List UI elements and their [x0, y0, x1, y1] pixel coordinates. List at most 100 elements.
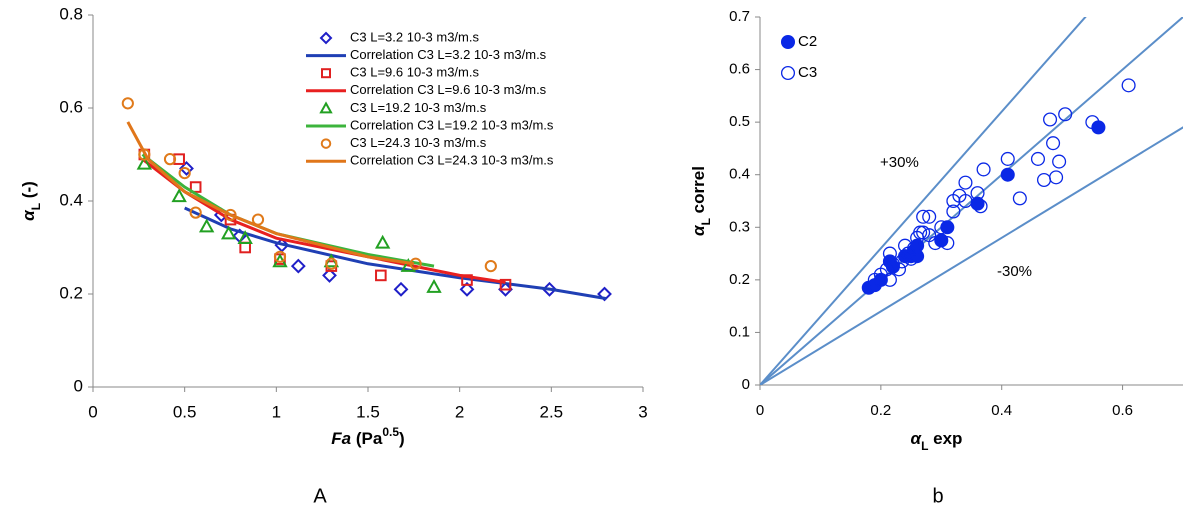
point: [1058, 107, 1073, 122]
point: [934, 220, 949, 235]
legend-label: Correlation C3 L=19.2 10-3 m3/m.s: [350, 117, 554, 132]
axis-title-part: exp: [928, 429, 962, 448]
point: [970, 186, 985, 201]
point: [882, 246, 897, 261]
x-tick-label: 0: [88, 402, 97, 421]
y-tick-label: 0: [74, 376, 83, 395]
axis-title-part: L: [921, 439, 928, 453]
point: [163, 153, 177, 166]
legend-label: C3 L=24.3 10-3 m3/m.s: [350, 135, 487, 150]
point: [922, 209, 937, 224]
panel-label: b: [932, 485, 943, 507]
x-tick-label: 2.5: [540, 402, 564, 421]
y-tick-label: 0.1: [729, 323, 750, 340]
point: [907, 241, 922, 256]
point: [1043, 112, 1058, 127]
reference-line: [760, 126, 1183, 385]
point: [1030, 151, 1045, 166]
axis-title-part: 0.5: [382, 425, 399, 439]
point: [189, 181, 202, 193]
point: [958, 175, 973, 190]
point: [426, 278, 442, 293]
point: [273, 250, 287, 263]
legend-swatch: [320, 138, 332, 149]
y-tick-label: 0: [742, 376, 750, 393]
point: [323, 253, 340, 268]
legend-label: C3 L=9.6 10-3 m3/m.s: [350, 65, 479, 80]
annotation: -30%: [997, 263, 1032, 280]
point: [178, 167, 191, 180]
point: [916, 209, 931, 224]
y-tick-label: 0.8: [59, 4, 83, 23]
point: [1046, 136, 1061, 151]
axis-title-part: α: [19, 209, 38, 221]
series-line: [141, 157, 506, 284]
legend-label: C3: [798, 64, 817, 81]
point: [224, 208, 237, 222]
point: [1052, 154, 1067, 169]
point: [1000, 167, 1015, 182]
point: [499, 278, 512, 291]
point: [459, 281, 475, 297]
point: [239, 241, 251, 254]
point: [375, 269, 387, 282]
x-tick-label: 1: [272, 402, 281, 421]
legend-swatch: [319, 101, 333, 114]
point: [904, 251, 919, 266]
plot-area: [121, 97, 612, 302]
x-tick-label: 0.5: [173, 402, 197, 421]
axis-title-part: (-): [19, 181, 38, 203]
point: [1000, 151, 1015, 166]
plot-area: [760, 17, 1183, 385]
legend-swatch: [780, 34, 796, 50]
point: [393, 281, 409, 297]
point: [1036, 172, 1052, 187]
point: [290, 258, 306, 274]
point: [325, 257, 338, 270]
y-tick-label: 0.2: [729, 271, 750, 288]
y-tick-label: 0.5: [729, 113, 750, 130]
y-tick-label: 0.4: [59, 190, 83, 209]
point: [882, 272, 897, 287]
point: [1085, 115, 1100, 130]
legend-label: Correlation C3 L=3.2 10-3 m3/m.s: [350, 47, 547, 62]
axis-title-part: correl: [689, 166, 708, 218]
axis-title-part: L: [29, 203, 43, 210]
x-tick-label: 0: [756, 402, 764, 419]
x-tick-label: 2: [455, 402, 464, 421]
point: [198, 218, 215, 233]
axis-title: αL exp: [911, 429, 963, 453]
point: [220, 225, 237, 240]
x-tick-label: 0.4: [991, 402, 1012, 419]
axis-title-part: (Pa: [351, 429, 383, 448]
y-tick-label: 0.7: [729, 8, 750, 25]
axis-title-part: ): [399, 429, 405, 448]
point: [1049, 170, 1064, 185]
panel-label: A: [313, 485, 327, 507]
axis-title: Fa (Pa0.5): [331, 425, 404, 448]
point: [946, 204, 961, 219]
series-line: [126, 121, 415, 266]
legend-swatch: [321, 68, 331, 79]
axis-title-part: L: [699, 218, 713, 225]
legend-label: Correlation C3 L=9.6 10-3 m3/m.s: [350, 82, 547, 97]
reference-line: [760, 17, 1183, 385]
point: [891, 262, 907, 277]
point: [597, 286, 612, 302]
axis-title-part: α: [911, 429, 923, 448]
y-tick-label: 0.2: [59, 283, 83, 302]
point: [976, 162, 991, 177]
point: [374, 234, 391, 249]
point: [484, 260, 497, 273]
axis-title-part: α: [689, 224, 708, 236]
legend-swatch: [780, 65, 796, 81]
legend-label: C2: [798, 33, 817, 50]
point: [179, 161, 194, 176]
legend-label: C3 L=19.2 10-3 m3/m.s: [350, 100, 487, 115]
point: [898, 238, 913, 253]
x-tick-label: 1.5: [356, 402, 380, 421]
point: [121, 97, 134, 110]
point: [189, 206, 202, 219]
point: [1121, 78, 1136, 93]
